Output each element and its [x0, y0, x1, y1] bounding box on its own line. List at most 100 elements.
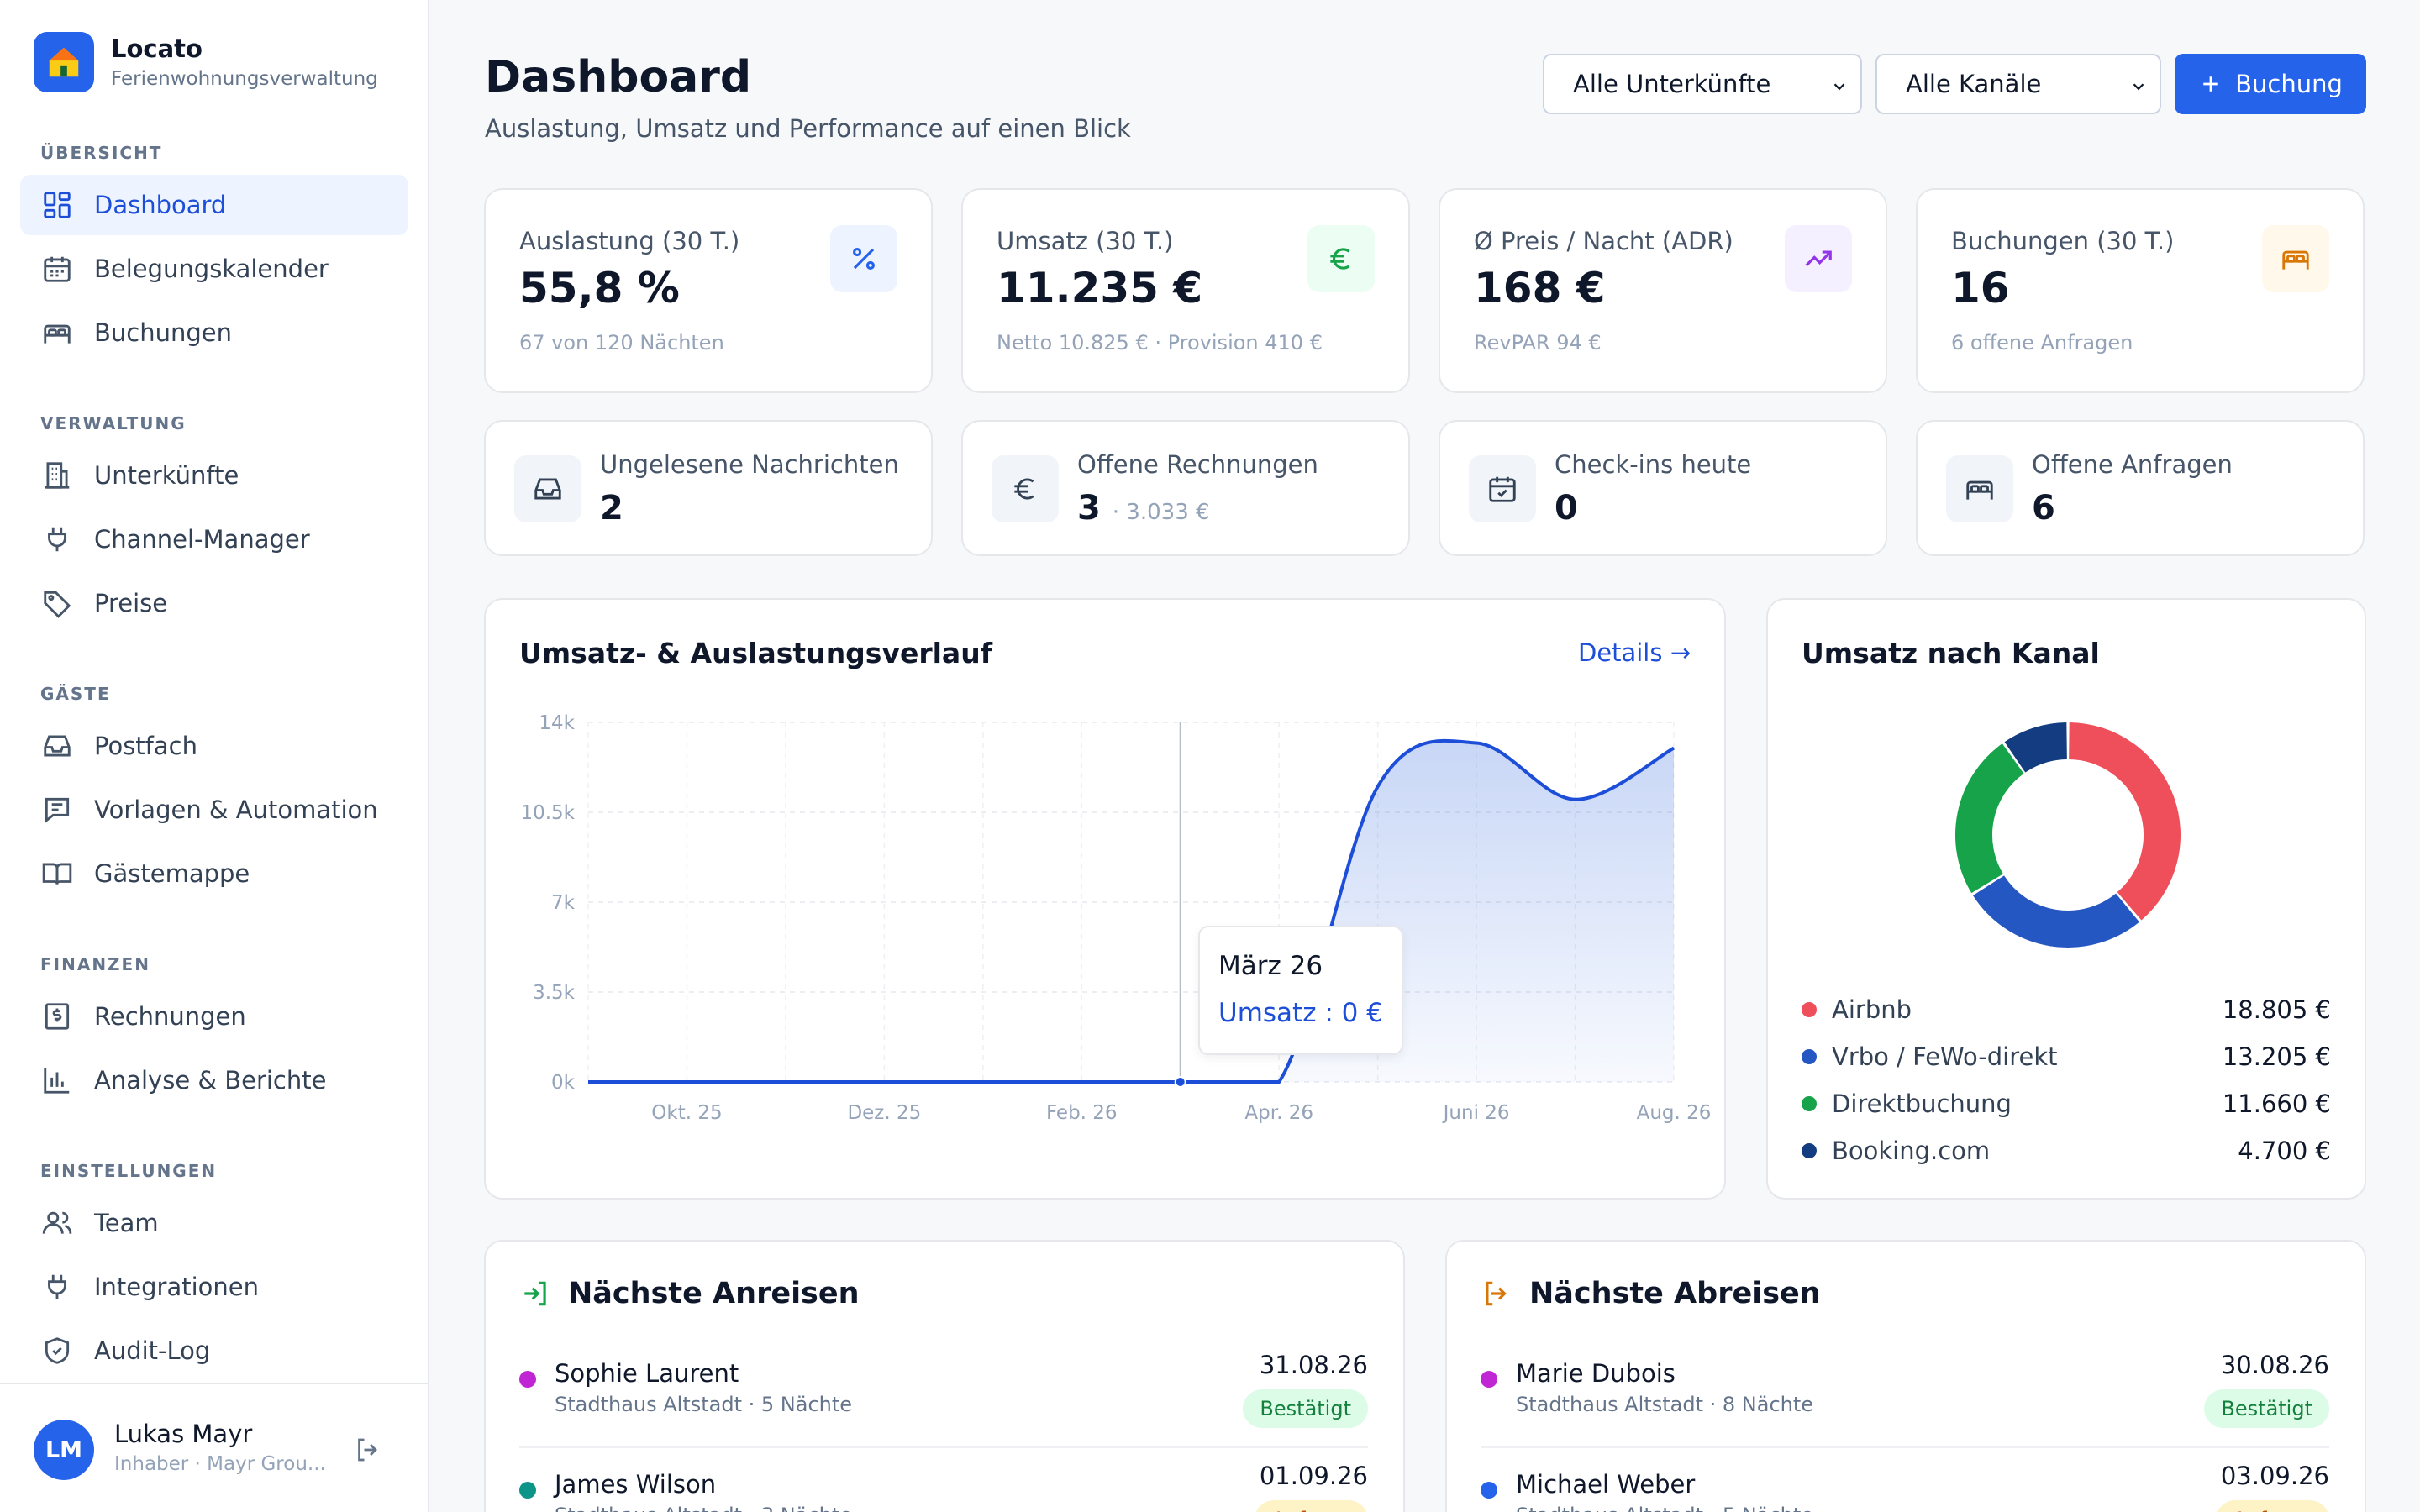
- sidebar-item-dashboard[interactable]: Dashboard: [20, 175, 408, 235]
- list-item[interactable]: James Wilson Stadthaus Altstadt · 3 Näch…: [519, 1450, 1368, 1512]
- departures-title: Nächste Abreisen: [1481, 1277, 1821, 1310]
- sidebar: Locato Ferienwohnungsverwaltung ÜBERSICH…: [0, 0, 429, 1512]
- channel-donut-chart[interactable]: [1768, 684, 2368, 986]
- mini-label: Ungelesene Nachrichten: [600, 450, 899, 479]
- kpi-card-umsatz[interactable]: Umsatz (30 T.) 11.235 € Netto 10.825 € ·…: [961, 188, 1410, 393]
- nav-section-title: EINSTELLUNGEN: [40, 1161, 218, 1181]
- mini-card-nachrichten[interactable]: Ungelesene Nachrichten 2: [484, 420, 933, 556]
- mini-value-number: 0: [1555, 489, 1578, 528]
- legend-label: Booking.com: [1832, 1137, 1991, 1165]
- unterkuenfte-select[interactable]: Alle Unterkünfte: [1543, 54, 1862, 114]
- sidebar-item-label: Gästemappe: [94, 859, 250, 888]
- sidebar-item-label: Channel-Manager: [94, 525, 310, 554]
- user-profile[interactable]: LM Lukas Mayr Inhaber · Mayr Grou...: [0, 1383, 429, 1512]
- arrival-date: 31.08.26: [1259, 1351, 1368, 1379]
- sidebar-item-postfach[interactable]: Postfach: [20, 716, 408, 776]
- mini-value-number: 6: [2032, 489, 2055, 528]
- y-tick-label: 3.5k: [533, 982, 576, 1004]
- kpi-value: 55,8 %: [519, 264, 680, 312]
- shield-icon: [40, 1334, 74, 1368]
- chart-tooltip: März 26 Umsatz : 0 €: [1198, 926, 1403, 1055]
- donut-slice: [2004, 722, 2068, 774]
- sidebar-item-preise[interactable]: Preise: [20, 573, 408, 633]
- sidebar-item-label: Unterkünfte: [94, 461, 239, 490]
- donut-slice: [1955, 743, 2025, 894]
- details-link[interactable]: Details →: [1577, 638, 1691, 667]
- sidebar-item-vorlagen[interactable]: Vorlagen & Automation: [20, 780, 408, 840]
- legend-item[interactable]: Airbnb 18.805 €: [1802, 993, 2331, 1026]
- nav-section-title: ÜBERSICHT: [40, 143, 163, 163]
- select-value: Alle Kanäle: [1906, 70, 2042, 98]
- nav-section-title: GÄSTE: [40, 684, 111, 704]
- sidebar-item-belegungskalender[interactable]: Belegungskalender: [20, 239, 408, 299]
- kpi-note: Netto 10.825 € · Provision 410 €: [997, 331, 1323, 354]
- brand-subtitle: Ferienwohnungsverwaltung: [111, 68, 378, 90]
- x-tick-label: Apr. 26: [1244, 1102, 1313, 1124]
- y-tick-label: 14k: [539, 712, 575, 734]
- sidebar-item-label: Buchungen: [94, 318, 232, 347]
- y-tick-label: 0k: [551, 1072, 576, 1094]
- list-item[interactable]: Sophie Laurent Stadthaus Altstadt · 5 Nä…: [519, 1339, 1368, 1448]
- y-tick-label: 7k: [551, 892, 576, 914]
- legend-item[interactable]: Vrbo / FeWo-direkt 13.205 €: [1802, 1040, 2331, 1074]
- kpi-label: Auslastung (30 T.): [519, 227, 740, 255]
- mini-card-rechnungen[interactable]: Offene Rechnungen 3 · 3.033 €: [961, 420, 1410, 556]
- logout-icon[interactable]: [353, 1435, 383, 1465]
- message-icon: [40, 793, 74, 827]
- channel-chart-card: Umsatz nach Kanal Airbnb 18.805 € Vrbo / F…: [1766, 598, 2366, 1200]
- sidebar-item-label: Rechnungen: [94, 1002, 246, 1031]
- departures-card: Nächste Abreisen Marie Dubois Stadthaus …: [1445, 1240, 2366, 1512]
- sidebar-item-gaestemappe[interactable]: Gästemappe: [20, 843, 408, 904]
- sidebar-item-audit-log[interactable]: Audit-Log: [20, 1320, 408, 1381]
- kpi-label: Umsatz (30 T.): [997, 227, 1174, 255]
- bed-icon: [1946, 455, 2013, 522]
- mini-card-anfragen[interactable]: Offene Anfragen 6: [1916, 420, 2365, 556]
- status-badge: Anfrage: [1255, 1500, 1368, 1512]
- kpi-value: 11.235 €: [997, 264, 1203, 312]
- guest-name: Michael Weber: [1516, 1470, 1696, 1499]
- legend-value: 18.805 €: [2222, 995, 2331, 1024]
- mini-value-number: 2: [600, 489, 623, 528]
- status-dot: [1481, 1482, 1497, 1499]
- mini-card-checkins[interactable]: Check-ins heute 0: [1439, 420, 1887, 556]
- sidebar-item-channel-manager[interactable]: Channel-Manager: [20, 509, 408, 570]
- legend-item[interactable]: Booking.com 4.700 €: [1802, 1134, 2331, 1168]
- sidebar-item-label: Analyse & Berichte: [94, 1066, 327, 1095]
- sidebar-item-integrationen[interactable]: Integrationen: [20, 1257, 408, 1317]
- arrivals-card: Nächste Anreisen Sophie Laurent Stadthau…: [484, 1240, 1405, 1512]
- x-tick-label: Okt. 25: [651, 1102, 722, 1124]
- kpi-label: Ø Preis / Nacht (ADR): [1474, 227, 1733, 255]
- sidebar-item-label: Audit-Log: [94, 1336, 211, 1365]
- kpi-card-buchungen[interactable]: Buchungen (30 T.) 16 6 offene Anfragen: [1916, 188, 2365, 393]
- brand[interactable]: Locato Ferienwohnungsverwaltung: [34, 32, 378, 92]
- revenue-area-chart[interactable]: 0k 3.5k 7k 10.5k 14k Okt. 25 Dez. 25 Feb. 26 Apr…: [486, 600, 1728, 1201]
- guest-name: Marie Dubois: [1516, 1359, 1676, 1388]
- kpi-value: 168 €: [1474, 264, 1606, 312]
- sidebar-item-buchungen[interactable]: Buchungen: [20, 302, 408, 363]
- dashboard-icon: [40, 188, 74, 222]
- sidebar-item-unterkuenfte[interactable]: Unterkünfte: [20, 445, 408, 506]
- chevron-down-icon: [2133, 83, 2144, 91]
- status-badge: Anfrage: [2216, 1500, 2329, 1512]
- revenue-chart-card: Umsatz- & Auslastungsverlauf Details → 0…: [484, 598, 1726, 1200]
- sidebar-item-analyse[interactable]: Analyse & Berichte: [20, 1050, 408, 1110]
- percent-icon: [830, 225, 897, 292]
- kpi-card-adr[interactable]: Ø Preis / Nacht (ADR) 168 € RevPAR 94 €: [1439, 188, 1887, 393]
- kpi-card-auslastung[interactable]: Auslastung (30 T.) 55,8 % 67 von 120 Näc…: [484, 188, 933, 393]
- users-icon: [40, 1206, 74, 1240]
- legend-item[interactable]: Direktbuchung 11.660 €: [1802, 1087, 2331, 1121]
- list-item[interactable]: Marie Dubois Stadthaus Altstadt · 8 Näch…: [1481, 1339, 2329, 1448]
- calendar-icon: [40, 252, 74, 286]
- x-tick-label: Juni 26: [1442, 1102, 1510, 1124]
- departure-date: 30.08.26: [2220, 1351, 2329, 1379]
- avatar: LM: [34, 1420, 94, 1480]
- legend-swatch: [1802, 1143, 1817, 1158]
- list-item[interactable]: Michael Weber Stadthaus Altstadt · 5 Näc…: [1481, 1450, 2329, 1512]
- kanaele-select[interactable]: Alle Kanäle: [1876, 54, 2161, 114]
- sidebar-item-rechnungen[interactable]: Rechnungen: [20, 986, 408, 1047]
- kpi-value: 16: [1951, 264, 2010, 312]
- invoice-icon: [40, 1000, 74, 1033]
- y-tick-label: 10.5k: [520, 802, 575, 824]
- new-booking-button[interactable]: Buchung: [2175, 54, 2366, 114]
- sidebar-item-team[interactable]: Team: [20, 1193, 408, 1253]
